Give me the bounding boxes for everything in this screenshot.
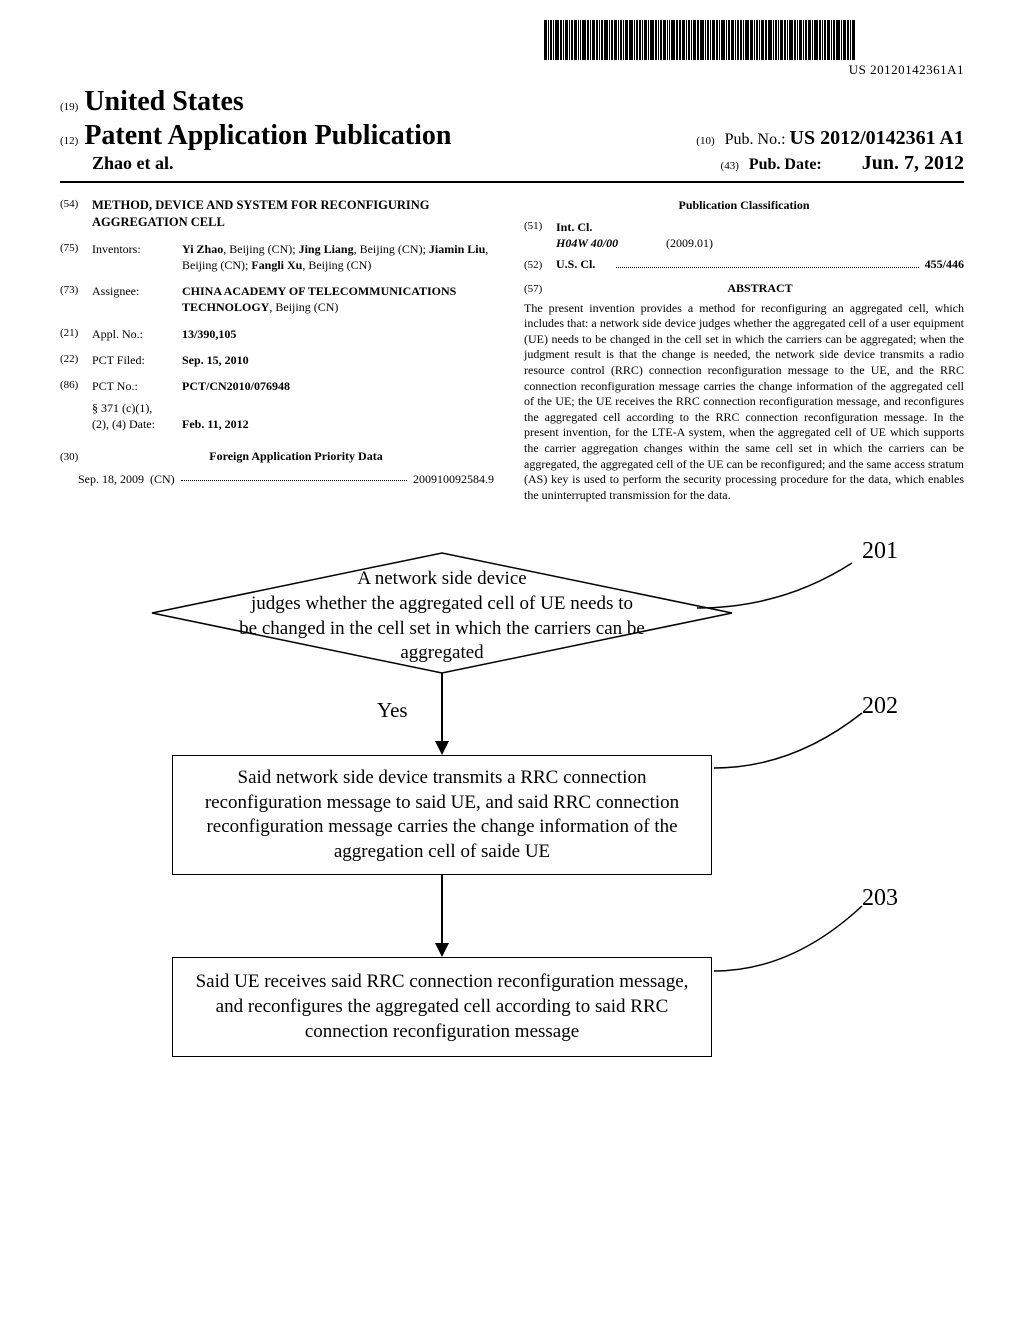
barcode-block: US 20120142361A1 <box>60 20 964 78</box>
foreign-header: Foreign Application Priority Data <box>92 448 500 464</box>
biblio-columns: (54) METHOD, DEVICE AND SYSTEM FOR RECON… <box>60 197 964 503</box>
arrow-1-2-line <box>441 673 443 743</box>
s371-value: Feb. 11, 2012 <box>182 416 500 432</box>
code-12: (12) <box>60 135 78 147</box>
dotted-leader <box>181 471 407 481</box>
code-57: (57) <box>524 282 556 297</box>
assignee-value: CHINA ACADEMY OF TELECOMMUNICATIONS TECH… <box>182 283 500 315</box>
pctno-value: PCT/CN2010/076948 <box>182 378 500 394</box>
intcl-label: Int. Cl. <box>556 219 964 235</box>
assignee-label: Assignee: <box>92 283 182 315</box>
step1-num: 201 <box>862 538 898 565</box>
step2-text: Said network side device transmits a RRC… <box>187 766 697 865</box>
foreign-country: (CN) <box>150 471 175 487</box>
step3-text: Said UE receives said RRC connection rec… <box>187 970 697 1044</box>
abstract-header-row: (57) ABSTRACT <box>524 276 964 300</box>
applno-row: (21) Appl. No.: 13/390,105 <box>60 326 500 342</box>
pub-date-label: Pub. Date: <box>749 156 822 173</box>
applno-label: Appl. No.: <box>92 326 182 342</box>
publication-type: Patent Application Publication <box>84 120 451 152</box>
step1-text: A network side device judges whether the… <box>182 567 702 666</box>
leader-203 <box>712 901 872 981</box>
title-row: (54) METHOD, DEVICE AND SYSTEM FOR RECON… <box>60 197 500 231</box>
pctfiled-row: (22) PCT Filed: Sep. 15, 2010 <box>60 352 500 368</box>
right-column: Publication Classification (51) Int. Cl.… <box>524 197 964 503</box>
foreign-header-row: (30) Foreign Application Priority Data <box>60 442 500 470</box>
step3-num: 203 <box>862 885 898 912</box>
step2-num: 202 <box>862 693 898 720</box>
dotted-leader <box>616 258 919 268</box>
leader-202 <box>712 708 872 778</box>
code-10: (10) <box>696 135 714 147</box>
inventors-row: (75) Inventors: Yi Zhao, Beijing (CN); J… <box>60 241 500 273</box>
document-header: (19) United States (12) Patent Applicati… <box>60 86 964 183</box>
pctfiled-label: PCT Filed: <box>92 352 182 368</box>
applno-value: 13/390,105 <box>182 326 500 342</box>
code-51: (51) <box>524 219 556 251</box>
foreign-priority-row: Sep. 18, 2009 (CN) 200910092584.9 <box>60 471 500 487</box>
country: United States <box>84 86 243 118</box>
arrow-1-2-head <box>435 741 449 755</box>
classification-header: Publication Classification <box>524 197 964 213</box>
inventors-value: Yi Zhao, Beijing (CN); Jing Liang, Beiji… <box>182 241 500 273</box>
invention-title: METHOD, DEVICE AND SYSTEM FOR RECONFIGUR… <box>92 197 500 231</box>
uscl-label: U.S. Cl. <box>556 256 610 272</box>
code-52: (52) <box>524 258 556 273</box>
leader-201 <box>692 558 872 618</box>
intcl-date: (2009.01) <box>666 235 713 251</box>
uscl-row: (52) U.S. Cl. 455/446 <box>524 256 964 273</box>
foreign-appno: 200910092584.9 <box>413 471 494 487</box>
code-30: (30) <box>60 450 92 465</box>
intcl-block: (51) Int. Cl. H04W 40/00 (2009.01) <box>524 219 964 251</box>
uscl-value: 455/446 <box>925 256 964 272</box>
barcode <box>544 20 964 60</box>
step2-box: Said network side device transmits a RRC… <box>172 755 712 875</box>
left-column: (54) METHOD, DEVICE AND SYSTEM FOR RECON… <box>60 197 500 503</box>
code-43: (43) <box>721 160 739 172</box>
arrow-2-3-head <box>435 943 449 957</box>
authors-line: Zhao et al. <box>92 153 174 174</box>
flowchart: A network side device judges whether the… <box>132 543 892 1183</box>
abstract-header: ABSTRACT <box>556 280 964 296</box>
s371-label: § 371 (c)(1), (2), (4) Date: <box>92 400 182 432</box>
code-54: (54) <box>60 197 92 231</box>
pctno-label: PCT No.: <box>92 378 182 394</box>
s371-row: § 371 (c)(1), (2), (4) Date: Feb. 11, 20… <box>60 400 500 432</box>
inventors-label: Inventors: <box>92 241 182 273</box>
code-73: (73) <box>60 283 92 315</box>
intcl-symbol: H04W 40/00 <box>556 235 666 251</box>
code-22: (22) <box>60 352 92 368</box>
code-86: (86) <box>60 378 92 394</box>
yes-label: Yes <box>377 698 408 723</box>
code-21: (21) <box>60 326 92 342</box>
barcode-label: US 20120142361A1 <box>849 62 964 78</box>
assignee-row: (73) Assignee: CHINA ACADEMY OF TELECOMM… <box>60 283 500 315</box>
pctfiled-value: Sep. 15, 2010 <box>182 352 500 368</box>
code-75: (75) <box>60 241 92 273</box>
pub-no: US 2012/0142361 A1 <box>790 127 964 149</box>
pctno-row: (86) PCT No.: PCT/CN2010/076948 <box>60 378 500 394</box>
pub-no-label: Pub. No.: <box>725 131 786 148</box>
foreign-date: Sep. 18, 2009 <box>78 471 144 487</box>
step3-box: Said UE receives said RRC connection rec… <box>172 957 712 1057</box>
abstract-body: The present invention provides a method … <box>524 301 964 504</box>
pub-date: Jun. 7, 2012 <box>862 152 964 174</box>
s371-blank-code <box>60 400 92 432</box>
arrow-2-3-line <box>441 875 443 945</box>
code-19: (19) <box>60 101 78 113</box>
